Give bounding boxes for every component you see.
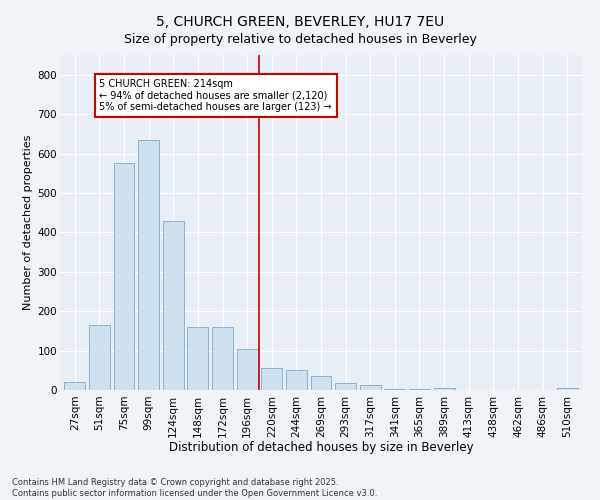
Bar — [212, 327, 233, 390]
Bar — [311, 376, 331, 390]
Text: Size of property relative to detached houses in Beverley: Size of property relative to detached ho… — [124, 32, 476, 46]
Bar — [113, 164, 134, 390]
Bar — [163, 220, 184, 390]
Bar — [64, 382, 85, 390]
Bar — [236, 350, 257, 390]
Text: Contains HM Land Registry data © Crown copyright and database right 2025.
Contai: Contains HM Land Registry data © Crown c… — [12, 478, 377, 498]
Bar — [261, 368, 282, 390]
Text: 5, CHURCH GREEN, BEVERLEY, HU17 7EU: 5, CHURCH GREEN, BEVERLEY, HU17 7EU — [156, 15, 444, 29]
Bar — [360, 386, 381, 390]
Bar — [286, 370, 307, 390]
Bar — [434, 388, 455, 390]
Bar — [187, 327, 208, 390]
Y-axis label: Number of detached properties: Number of detached properties — [23, 135, 34, 310]
X-axis label: Distribution of detached houses by size in Beverley: Distribution of detached houses by size … — [169, 441, 473, 454]
Bar — [385, 389, 406, 390]
Text: 5 CHURCH GREEN: 214sqm
← 94% of detached houses are smaller (2,120)
5% of semi-d: 5 CHURCH GREEN: 214sqm ← 94% of detached… — [100, 78, 332, 112]
Bar — [138, 140, 159, 390]
Bar — [557, 388, 578, 390]
Bar — [89, 325, 110, 390]
Bar — [409, 389, 430, 390]
Bar — [335, 383, 356, 390]
